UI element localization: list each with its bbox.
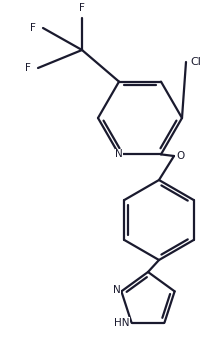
Text: F: F (30, 23, 36, 33)
Text: HN: HN (114, 318, 130, 327)
Text: N: N (113, 285, 120, 295)
Text: F: F (25, 63, 31, 73)
Text: Cl: Cl (190, 57, 201, 67)
Text: N: N (115, 150, 123, 159)
Text: O: O (176, 151, 184, 161)
Text: F: F (79, 3, 85, 13)
